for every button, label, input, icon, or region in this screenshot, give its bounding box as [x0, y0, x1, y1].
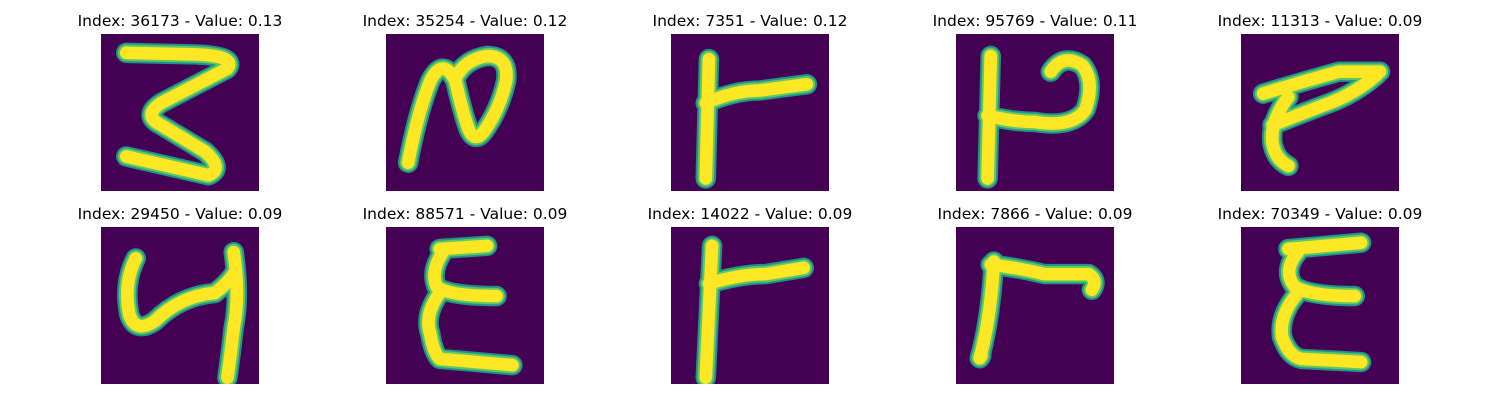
- panel-title: Index: 88571 - Value: 0.09: [362, 205, 568, 223]
- glyph-image: [956, 227, 1114, 384]
- glyph-image: [671, 34, 829, 191]
- glyph-image: [671, 227, 829, 384]
- glyph-image: [101, 227, 259, 384]
- panel-title: Index: 14022 - Value: 0.09: [647, 205, 853, 223]
- glyph-image: [386, 227, 544, 384]
- glyph-image: [386, 34, 544, 191]
- panel-title: Index: 35254 - Value: 0.12: [362, 12, 568, 30]
- panel-title: Index: 70349 - Value: 0.09: [1217, 205, 1423, 223]
- glyph-image: [101, 34, 259, 191]
- panel-title: Index: 7351 - Value: 0.12: [652, 12, 848, 30]
- panel-title: Index: 7866 - Value: 0.09: [937, 205, 1133, 223]
- panel-title: Index: 29450 - Value: 0.09: [77, 205, 283, 223]
- glyph-image: [956, 34, 1114, 191]
- panel-title: Index: 95769 - Value: 0.11: [932, 12, 1138, 30]
- panel-title: Index: 36173 - Value: 0.13: [77, 12, 283, 30]
- glyph-image: [1241, 227, 1399, 384]
- panel-title: Index: 11313 - Value: 0.09: [1217, 12, 1423, 30]
- glyph-image: [1241, 34, 1399, 191]
